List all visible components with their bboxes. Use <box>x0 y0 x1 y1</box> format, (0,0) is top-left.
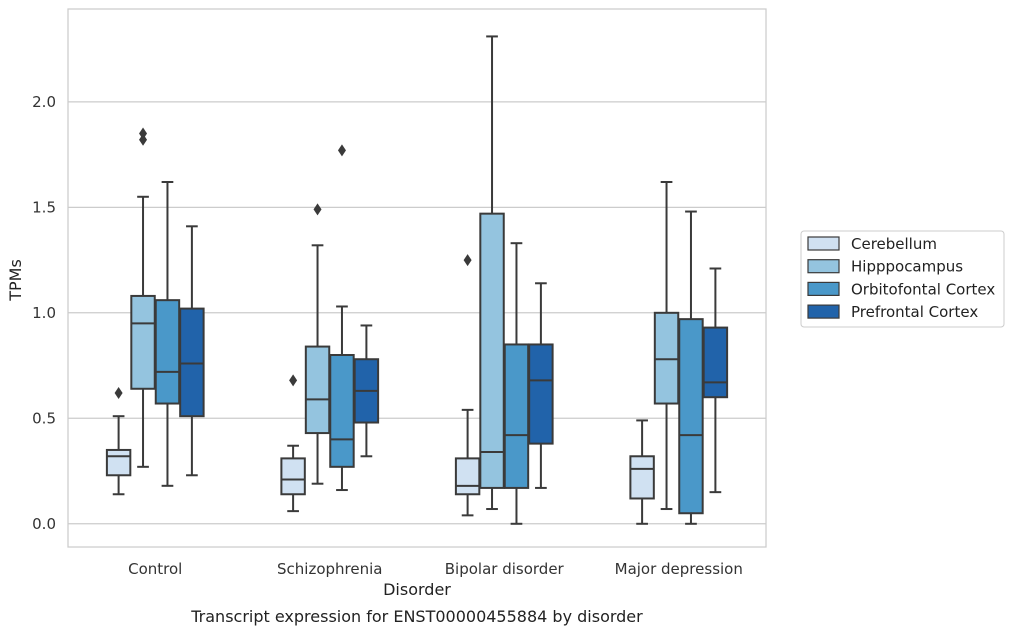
box-1-3 <box>353 324 380 458</box>
y-axis-label: TPMs <box>6 259 25 302</box>
box-body <box>479 212 505 489</box>
box-1-2 <box>329 144 355 492</box>
outlier-point <box>139 127 148 140</box>
legend-frame <box>800 230 1005 328</box>
x-tick-label: Schizophrenia <box>277 560 382 578</box>
box-body <box>454 457 481 496</box>
legend-swatch <box>807 304 840 319</box>
box-body <box>503 343 530 489</box>
box-body <box>653 311 680 405</box>
legend-label: Cerebellum <box>851 235 937 253</box>
box-2-3 <box>528 282 554 489</box>
outlier-point <box>139 133 148 146</box>
legend-swatch <box>807 236 840 251</box>
box-body <box>629 455 655 500</box>
y-tick-label: 1.0 <box>32 304 56 322</box>
box-2-2 <box>503 242 530 525</box>
box-2-1 <box>479 35 505 511</box>
outlier-point <box>337 144 346 157</box>
legend-label: Hipppocampus <box>851 258 963 276</box>
legend-swatch <box>807 281 840 296</box>
box-3-3 <box>702 267 729 494</box>
box-1-0 <box>280 374 306 513</box>
box-body <box>329 354 355 468</box>
box-body <box>130 294 156 390</box>
chart-caption: Transcript expression for ENST0000045588… <box>190 607 643 626</box>
box-3-2 <box>678 210 704 525</box>
box-groups <box>105 35 729 525</box>
y-tick-label: 1.5 <box>32 198 56 216</box>
outlier-point <box>313 203 322 216</box>
box-body <box>154 299 181 405</box>
box-body <box>304 345 331 435</box>
outlier-point <box>463 254 472 267</box>
box-0-2 <box>154 181 181 487</box>
x-tick-labels: Control Schizophrenia Bipolar disorder Majo… <box>128 560 743 578</box>
box-body <box>528 343 554 445</box>
legend: Cerebellum Hipppocampus Orbitofontal Corte… <box>800 230 1005 328</box>
legend-label: Orbitofontal Cortex <box>851 280 995 298</box>
box-body <box>280 457 306 496</box>
legend-swatch <box>807 259 840 274</box>
box-body <box>702 326 729 399</box>
box-0-0 <box>105 386 132 496</box>
x-tick-label: Bipolar disorder <box>445 560 565 578</box>
y-tick-label: 0.0 <box>32 515 56 533</box>
y-tick-labels: 0.0 0.5 1.0 1.5 2.0 <box>32 93 56 533</box>
x-axis-label: Disorder <box>383 580 451 599</box>
outlier-point <box>114 386 123 399</box>
y-tick-label: 2.0 <box>32 93 56 111</box>
x-tick-label: Control <box>128 560 182 578</box>
x-tick-label: Major depression <box>615 560 743 578</box>
box-0-1 <box>130 127 156 468</box>
plot-area <box>68 9 766 547</box>
box-3-1 <box>653 181 680 511</box>
box-0-3 <box>179 225 205 477</box>
box-body <box>105 448 132 477</box>
outlier-point <box>289 374 298 387</box>
box-body <box>678 318 704 515</box>
box-body <box>179 307 205 418</box>
legend-label: Prefrontal Cortex <box>851 303 978 321</box>
y-tick-label: 0.5 <box>32 409 56 427</box>
plot-frame <box>67 8 767 548</box>
box-1-1 <box>304 203 331 485</box>
box-3-0 <box>629 419 655 525</box>
